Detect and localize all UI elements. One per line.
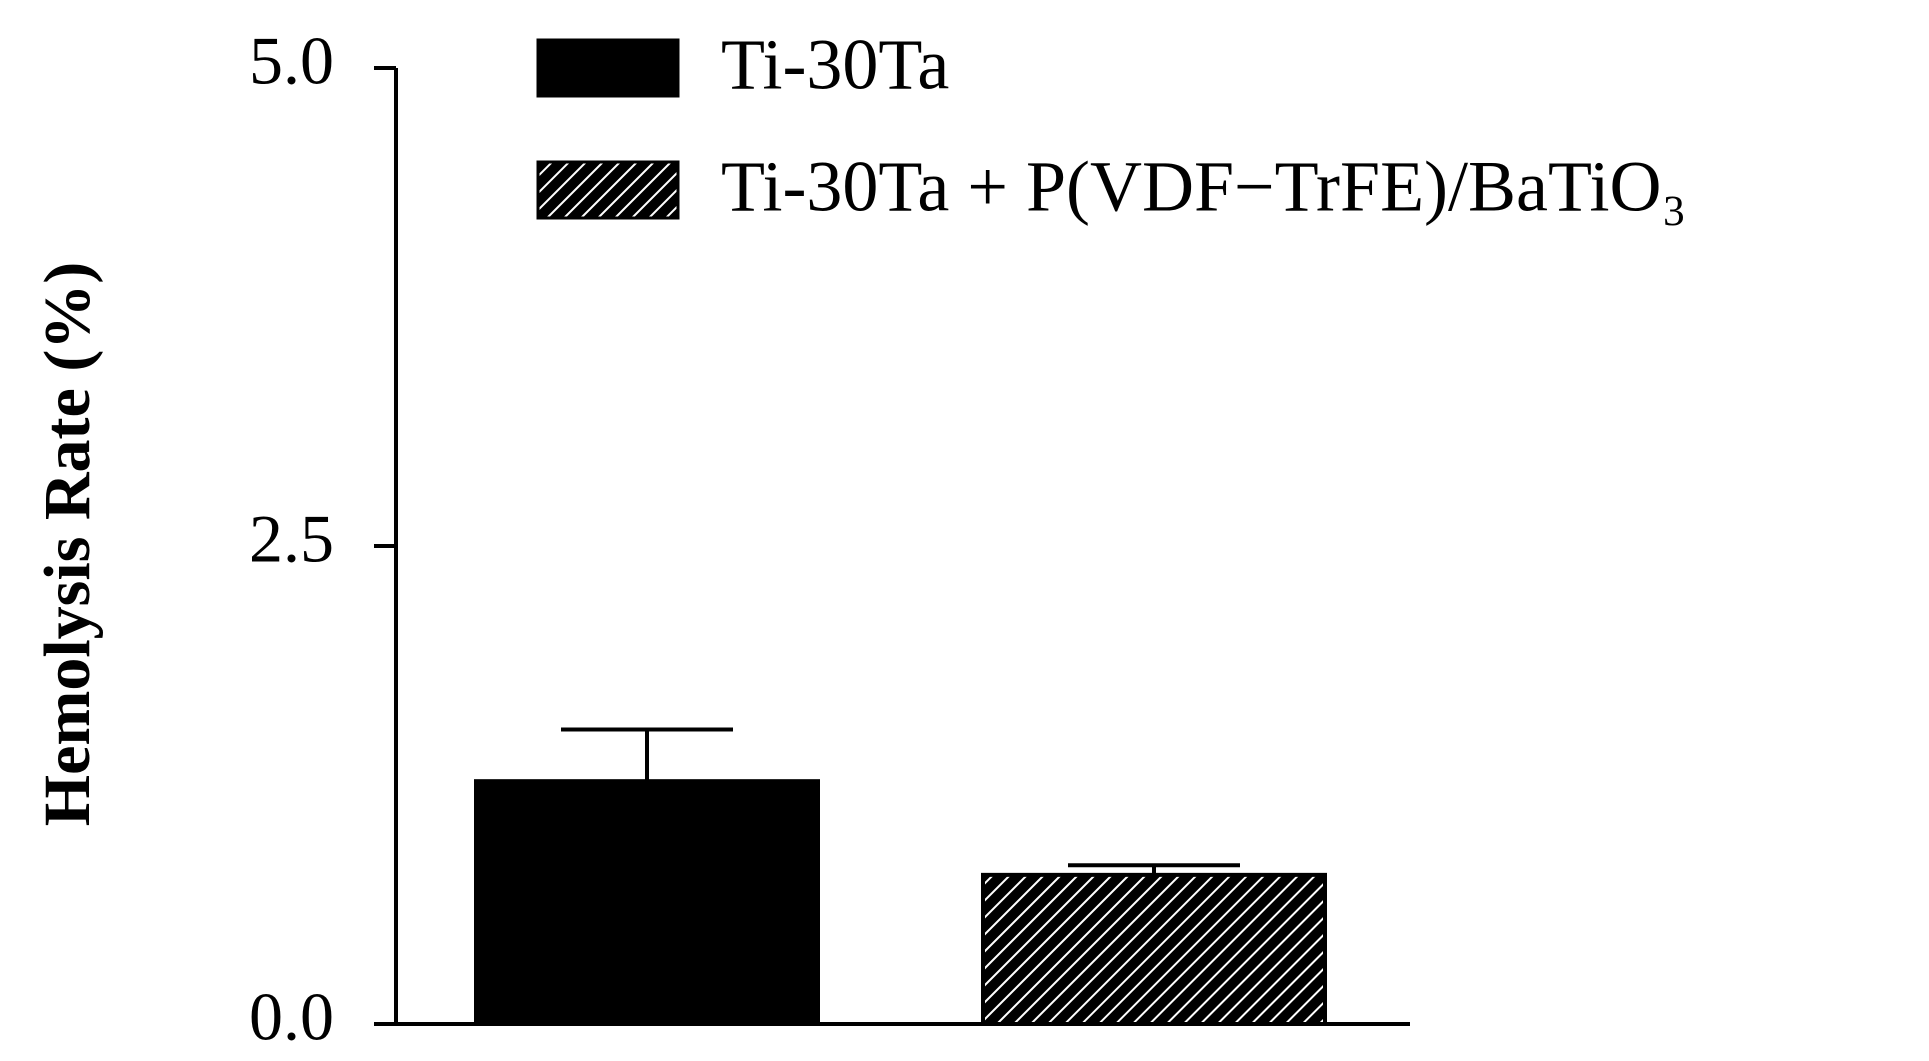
y-tick-label: 0.0 <box>249 979 334 1055</box>
error-bar <box>561 727 733 782</box>
legend-label: Ti-30Ta <box>721 25 949 105</box>
bar <box>474 779 820 1027</box>
legend-swatch <box>536 38 680 98</box>
legend-swatch <box>536 160 680 220</box>
error-bar <box>1068 863 1240 875</box>
bar <box>981 872 1327 1027</box>
y-axis-label: Hemolysis Rate (%) <box>31 262 104 827</box>
legend-label: Ti-30Ta + P(VDF−TrFE)/BaTiO₃ <box>721 147 1687 227</box>
y-tick-label: 2.5 <box>249 501 334 577</box>
y-tick-label: 5.0 <box>249 23 334 99</box>
